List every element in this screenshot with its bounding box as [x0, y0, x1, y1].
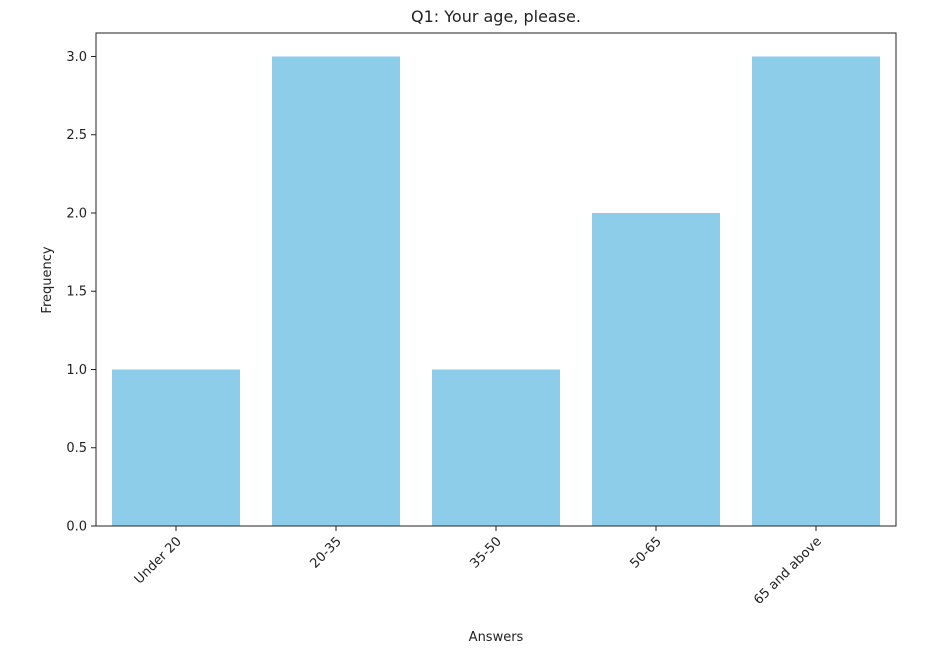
bars	[112, 56, 880, 526]
y-tick-label: 1.0	[66, 363, 87, 378]
x-tick-label: Under 20	[132, 534, 185, 587]
x-tick-label: 50-65	[628, 534, 665, 571]
x-axis: Under 20 20-35 35-50 50-65 65 and above	[132, 526, 825, 608]
y-axis-label: Frequency	[40, 246, 55, 313]
x-tick-label: 65 and above	[751, 534, 825, 608]
y-tick-label: 0.5	[66, 441, 87, 456]
bar-under-20	[112, 369, 240, 526]
y-axis: 0.0 0.5 1.0 1.5 2.0 2.5 3.0	[66, 50, 96, 535]
x-tick-label: 20-35	[308, 534, 345, 571]
bar-65-and-above	[752, 56, 880, 526]
y-tick-label: 2.5	[66, 128, 87, 143]
x-axis-label: Answers	[469, 630, 524, 645]
y-tick-label: 0.0	[66, 520, 87, 535]
x-tick-label: 35-50	[468, 534, 505, 571]
chart-title: Q1: Your age, please.	[411, 7, 581, 26]
bar-20-35	[272, 56, 400, 526]
bar-35-50	[432, 369, 560, 526]
y-tick-label: 1.5	[66, 285, 87, 300]
y-tick-label: 3.0	[66, 50, 87, 65]
bar-50-65	[592, 212, 720, 526]
y-tick-label: 2.0	[66, 206, 87, 221]
